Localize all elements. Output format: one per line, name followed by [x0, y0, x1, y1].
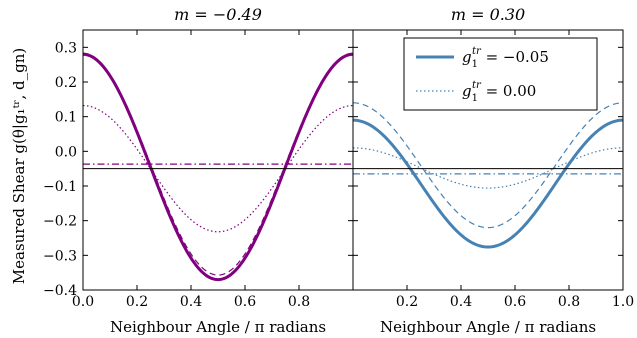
- panel-right: 0.2 0.4 0.6 0.8 1.0: [352, 29, 634, 310]
- x-tick-label: 0.6: [504, 294, 526, 310]
- y-tick-label: 0.0: [55, 144, 77, 160]
- x-tick-label: 0.4: [450, 294, 472, 310]
- y-tick-label: 0.1: [55, 110, 77, 126]
- x-tick-label: 0.8: [288, 294, 310, 310]
- panel-left-title: m = −0.49: [174, 5, 262, 24]
- x-tick-label: 0.2: [126, 294, 148, 310]
- y-tick-label: −0.2: [43, 214, 77, 230]
- x-tick-label: 0.6: [234, 294, 256, 310]
- x-tick-label: 0.2: [396, 294, 418, 310]
- legend-entry-1-sup: tr: [472, 46, 482, 57]
- legend-frame: [403, 37, 598, 111]
- x-axis-label-right: Neighbour Angle / π radians: [380, 318, 596, 336]
- legend-entry-2-sup: tr: [472, 80, 482, 91]
- y-tick-label: −0.1: [43, 179, 77, 195]
- x-tick-label: 0.8: [558, 294, 580, 310]
- series-curve-dashed: [353, 102, 623, 229]
- legend-entry-2-base: g: [462, 82, 472, 100]
- legend-entry-1-base: g: [462, 48, 472, 66]
- legend-entry-2: g1 tr = 0.00: [462, 80, 536, 104]
- series-curve-solid-thick: [83, 52, 353, 282]
- y-tick-label: −0.3: [43, 248, 77, 264]
- plot-frame: [352, 29, 624, 291]
- legend-entry-1-sub: 1: [472, 59, 478, 70]
- y-tick-label: −0.4: [43, 283, 77, 299]
- plot-frame: [82, 29, 354, 291]
- legend-entry-1: g1 tr = −0.05: [462, 46, 549, 70]
- legend-entry-2-sub: 1: [472, 93, 478, 104]
- x-tick-label: 0.0: [72, 294, 94, 310]
- legend: g1tr = −0.05 g1tr = 0.00: [403, 37, 598, 111]
- series-curve-dashed: [83, 52, 353, 276]
- legend-entry-1-rest: = −0.05: [481, 48, 549, 66]
- x-tick-label: 1.0: [612, 294, 634, 310]
- y-tick-label: 0.2: [55, 75, 77, 91]
- y-axis-label: Measured Shear g(θ|g₁ᵗʳ, d_gn): [10, 48, 28, 284]
- legend-entry-2-rest: = 0.00: [481, 82, 537, 100]
- series-curve-solid-thick: [353, 118, 623, 249]
- x-axis-label-left: Neighbour Angle / π radians: [110, 318, 326, 336]
- y-tick-label: 0.3: [55, 40, 77, 56]
- series-curve-dotted: [83, 104, 353, 233]
- x-tick-label: 0.4: [180, 294, 202, 310]
- panel-left: 0.0 0.2 0.4 0.6 0.8 −0.4 −0.3 −0.2 −0.1 0.0 0.1 0.2…: [43, 29, 354, 310]
- series-curve-dotted: [353, 147, 623, 189]
- panel-right-title: m = 0.30: [451, 5, 525, 24]
